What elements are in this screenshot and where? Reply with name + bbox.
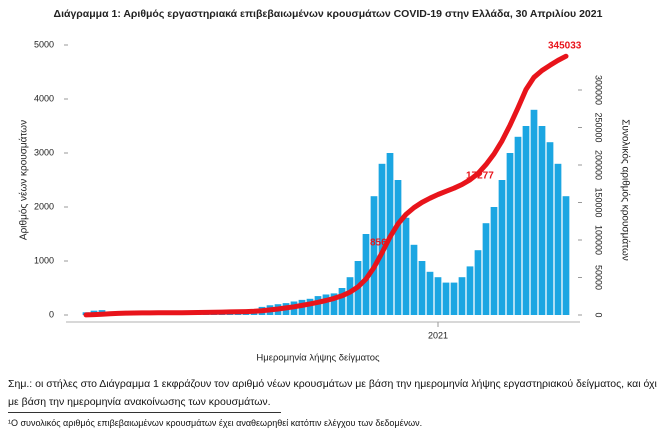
bar xyxy=(426,271,434,315)
bar xyxy=(458,277,466,315)
bar xyxy=(330,293,338,315)
bar xyxy=(314,296,322,315)
bar xyxy=(514,136,522,315)
y-tick-label: 1000 xyxy=(34,255,54,265)
y2-tick-label: 300000 xyxy=(594,75,604,105)
bar xyxy=(450,282,458,315)
y-tick-label: 2000 xyxy=(34,201,54,211)
chart: Διάγραμμα 1: Αριθμός εργαστηριακά επιβεβ… xyxy=(18,8,632,364)
bar xyxy=(490,207,498,315)
bar xyxy=(546,142,554,315)
annotation: 17277 xyxy=(466,171,494,182)
y-tick-label: 5000 xyxy=(34,39,54,49)
bar xyxy=(402,217,410,315)
bar xyxy=(562,196,570,315)
y2-tick-label: 250000 xyxy=(594,112,604,142)
y-tick-label: 4000 xyxy=(34,93,54,103)
bar xyxy=(370,196,378,315)
x-tick-label: 2021 xyxy=(428,330,448,340)
bar xyxy=(474,250,482,315)
bar xyxy=(378,163,386,315)
bar xyxy=(506,153,514,315)
bar xyxy=(346,277,354,315)
bar xyxy=(418,261,426,315)
chart-title: Διάγραμμα 1: Αριθμός εργαστηριακά επιβεβ… xyxy=(54,8,603,20)
y-tick-label: 3000 xyxy=(34,147,54,157)
bar xyxy=(554,163,562,315)
y2-tick-label: 100000 xyxy=(594,225,604,255)
bar xyxy=(394,180,402,315)
y-axis-label: Αριθμός νέων κρουσμάτων xyxy=(18,120,30,240)
bar xyxy=(498,180,506,315)
bar xyxy=(530,109,538,315)
bar xyxy=(362,234,370,315)
cumulative-line xyxy=(83,53,569,318)
annotation: 345033 xyxy=(548,41,582,52)
bar xyxy=(306,298,314,315)
note-line: με βάση την ημερομηνία ανακοίνωσης των κ… xyxy=(8,396,281,413)
bar xyxy=(522,126,530,315)
bar xyxy=(466,266,474,315)
y2-axis-label: Συνολικός αριθμός κρουσμάτων xyxy=(619,119,631,261)
bar xyxy=(482,223,490,315)
y2-tick-label: 200000 xyxy=(594,150,604,180)
bar xyxy=(434,277,442,315)
annotation: 856 xyxy=(370,238,387,249)
footnote: ¹Ο συνολικός αριθμός επιβεβαιωμένων κρου… xyxy=(8,418,423,428)
note-line: Σημ.: οι στήλες στο Διάγραμμα 1 εκφράζου… xyxy=(8,378,657,390)
y2-tick-label: 150000 xyxy=(594,187,604,217)
y-tick-label: 0 xyxy=(49,309,54,319)
bar xyxy=(322,294,330,315)
bar xyxy=(410,244,418,315)
bar xyxy=(338,288,346,315)
y2-tick-label: 0 xyxy=(594,312,604,317)
y2-tick-label: 50000 xyxy=(594,265,604,290)
x-axis-label: Ημερομηνία λήψης δείγματος xyxy=(256,353,380,364)
bar xyxy=(442,282,450,315)
bar xyxy=(538,126,546,315)
